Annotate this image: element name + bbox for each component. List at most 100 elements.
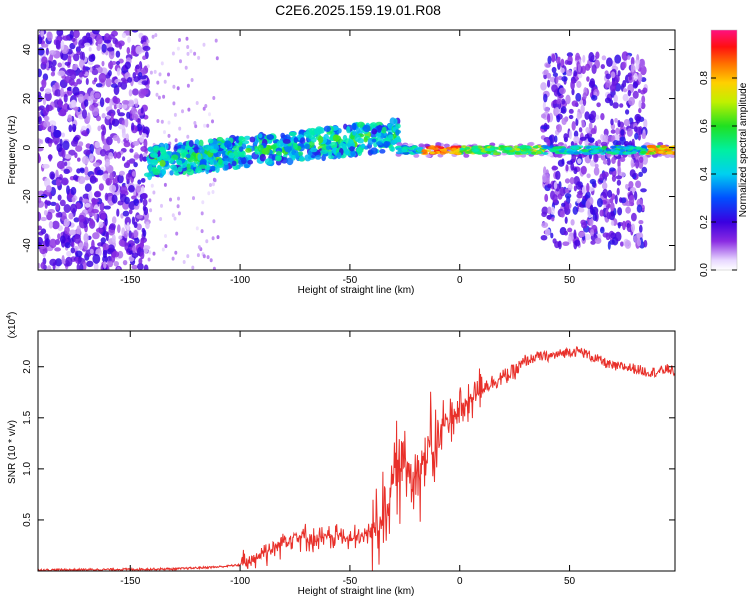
spectrogram-cell (86, 260, 94, 268)
spectrogram-cell (621, 51, 629, 61)
spectrogram-cell (427, 146, 435, 150)
spectrogram-cell (643, 118, 648, 129)
spectrogram-cell (540, 82, 547, 91)
spectrogram-cell (124, 216, 131, 226)
spectrogram-cell (635, 115, 641, 124)
spectrogram-cell (38, 211, 42, 222)
spectrogram-cell (149, 70, 153, 75)
spectrogram-cell (69, 30, 75, 40)
spectrogram-cell (619, 103, 624, 108)
spectrogram-cell (459, 147, 465, 151)
spectrogram-cell (546, 214, 553, 220)
spectrogram-cell (176, 86, 180, 91)
spectrogram-cell (336, 151, 342, 160)
spectrogram-cell (92, 162, 101, 168)
spectrogram-cell (545, 63, 551, 68)
spectrogram-cell (89, 175, 97, 184)
spectrogram-cell (212, 96, 216, 100)
y-tick-label: 20 (22, 93, 33, 105)
spectrogram-cell (88, 190, 93, 201)
spectrogram-cell (206, 255, 210, 260)
spectrogram-cell (100, 213, 106, 221)
spectrogram-cell (73, 174, 78, 181)
spectrogram-cell (641, 95, 646, 104)
spectrogram-cell (541, 211, 547, 218)
spectrogram-cell (299, 137, 306, 144)
spectrogram-cell (44, 200, 52, 205)
spectrogram-cell (561, 147, 567, 151)
spectrogram-cell (104, 192, 109, 202)
spectrogram-cell (70, 247, 76, 254)
spectrogram-cell (488, 147, 495, 151)
spectrogram-cell (646, 145, 653, 148)
spectrogram-cell (45, 47, 49, 56)
spectrogram-cell (103, 39, 111, 44)
y-tick-label: -20 (22, 189, 33, 204)
spectrogram-cell (418, 143, 425, 148)
spectrogram-cell (590, 128, 596, 135)
spectrogram-cell (415, 146, 424, 150)
spectrogram-cell (639, 156, 644, 163)
spectrogram-cell (96, 115, 101, 122)
spectrogram-cell (623, 118, 631, 127)
spectrogram-cell (132, 141, 140, 146)
spectrogram-cell (62, 103, 68, 110)
spectrogram-cell (66, 185, 70, 195)
spectrogram-cell (52, 220, 60, 230)
spectrogram-cell (561, 202, 566, 207)
spectrogram-cell (542, 152, 549, 155)
spectrogram-cell (73, 53, 80, 62)
spectrogram-cell (617, 165, 622, 175)
spectrogram-cell (122, 259, 128, 266)
spectrogram-cell (143, 138, 148, 149)
spectrogram-cell (275, 155, 282, 162)
spectrogram-cell (540, 234, 548, 241)
spectrogram-cell (101, 43, 107, 53)
spectrogram-cell (640, 148, 647, 152)
y-tick-label: -40 (22, 238, 33, 253)
spectrogram-cell (640, 102, 646, 110)
spectrogram-cell (639, 224, 643, 233)
spectrogram-cell (186, 134, 190, 139)
spectrogram-cell (578, 207, 585, 213)
spectrogram-cell (613, 94, 618, 103)
spectrogram-cell (588, 80, 596, 89)
spectrogram-cell (82, 198, 90, 204)
spectrogram-cell (587, 137, 595, 143)
spectrogram-cell (622, 80, 627, 88)
spectrogram-cell (551, 53, 556, 63)
spectrogram-cell (136, 123, 143, 132)
spectrogram-cell (573, 151, 581, 155)
spectrogram-cell (109, 223, 116, 231)
x-tick-label: -100 (230, 576, 250, 587)
snr-frame (37, 330, 676, 572)
spectrogram-cell (264, 158, 273, 165)
spectrogram-cell (185, 36, 189, 41)
spectrogram-cell (150, 183, 154, 188)
spectrogram-cell (546, 138, 551, 147)
spectrogram-cell (216, 235, 220, 240)
spectrogram-cell (71, 241, 75, 248)
spectrogram-cell (55, 169, 59, 178)
x-tick-label: -50 (343, 275, 358, 286)
spectrogram-cell (84, 166, 89, 176)
spectrogram-y-label: Frequency (Hz) (7, 116, 18, 185)
spectrogram-cell (171, 154, 179, 161)
spectrogram-cell (352, 130, 357, 136)
spectrogram-cell (610, 129, 616, 134)
spectrogram-cell (171, 256, 175, 261)
spectrogram-cell (77, 157, 81, 162)
spectrogram-cell (88, 104, 95, 111)
spectrogram-cell (48, 50, 57, 56)
spectrogram-cell (48, 154, 52, 162)
spectrogram-cell (603, 128, 609, 137)
spectrogram-cell (238, 146, 244, 152)
spectrogram-cell (354, 134, 361, 142)
spectrogram-cell (611, 174, 617, 182)
spectrogram-cell (207, 191, 211, 196)
spectrogram-cell (107, 260, 114, 268)
spectrogram-cell (128, 209, 133, 215)
spectrogram-cell (607, 240, 611, 250)
chart-title: C2E6.2025.159.19.01.R08 (275, 2, 441, 18)
spectrogram-cell (559, 186, 566, 197)
